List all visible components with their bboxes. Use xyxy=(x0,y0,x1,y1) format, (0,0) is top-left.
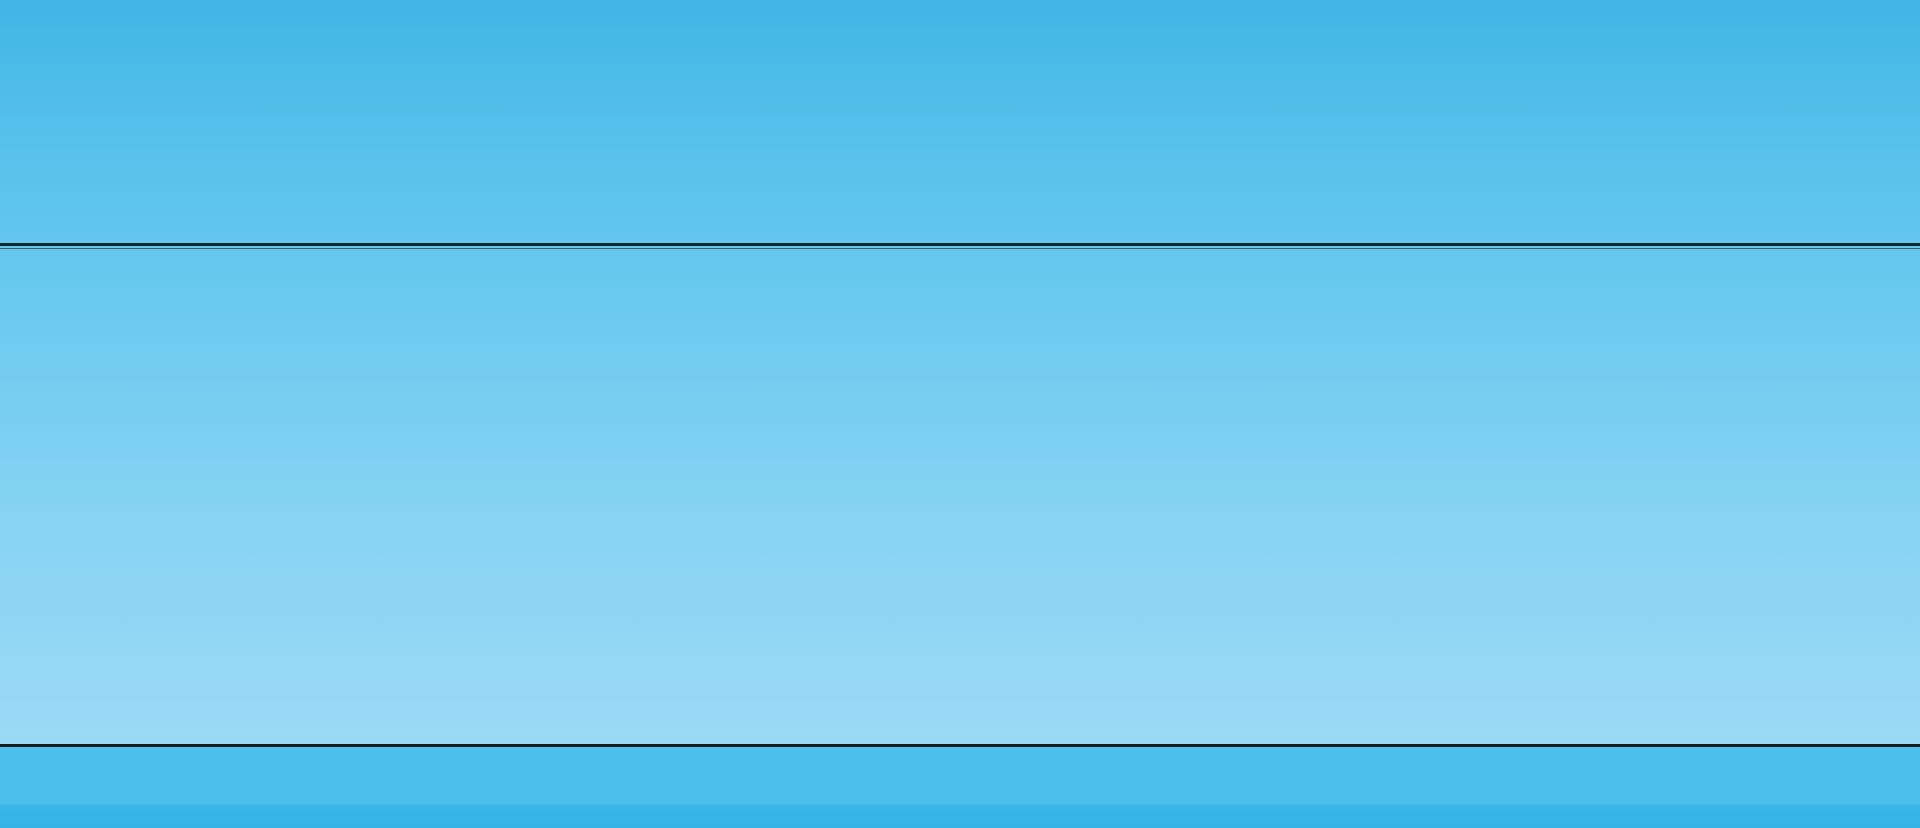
top-axis-line xyxy=(0,243,1920,246)
top-axis-underline xyxy=(0,248,1920,249)
bottom-axis-line xyxy=(0,744,1920,747)
